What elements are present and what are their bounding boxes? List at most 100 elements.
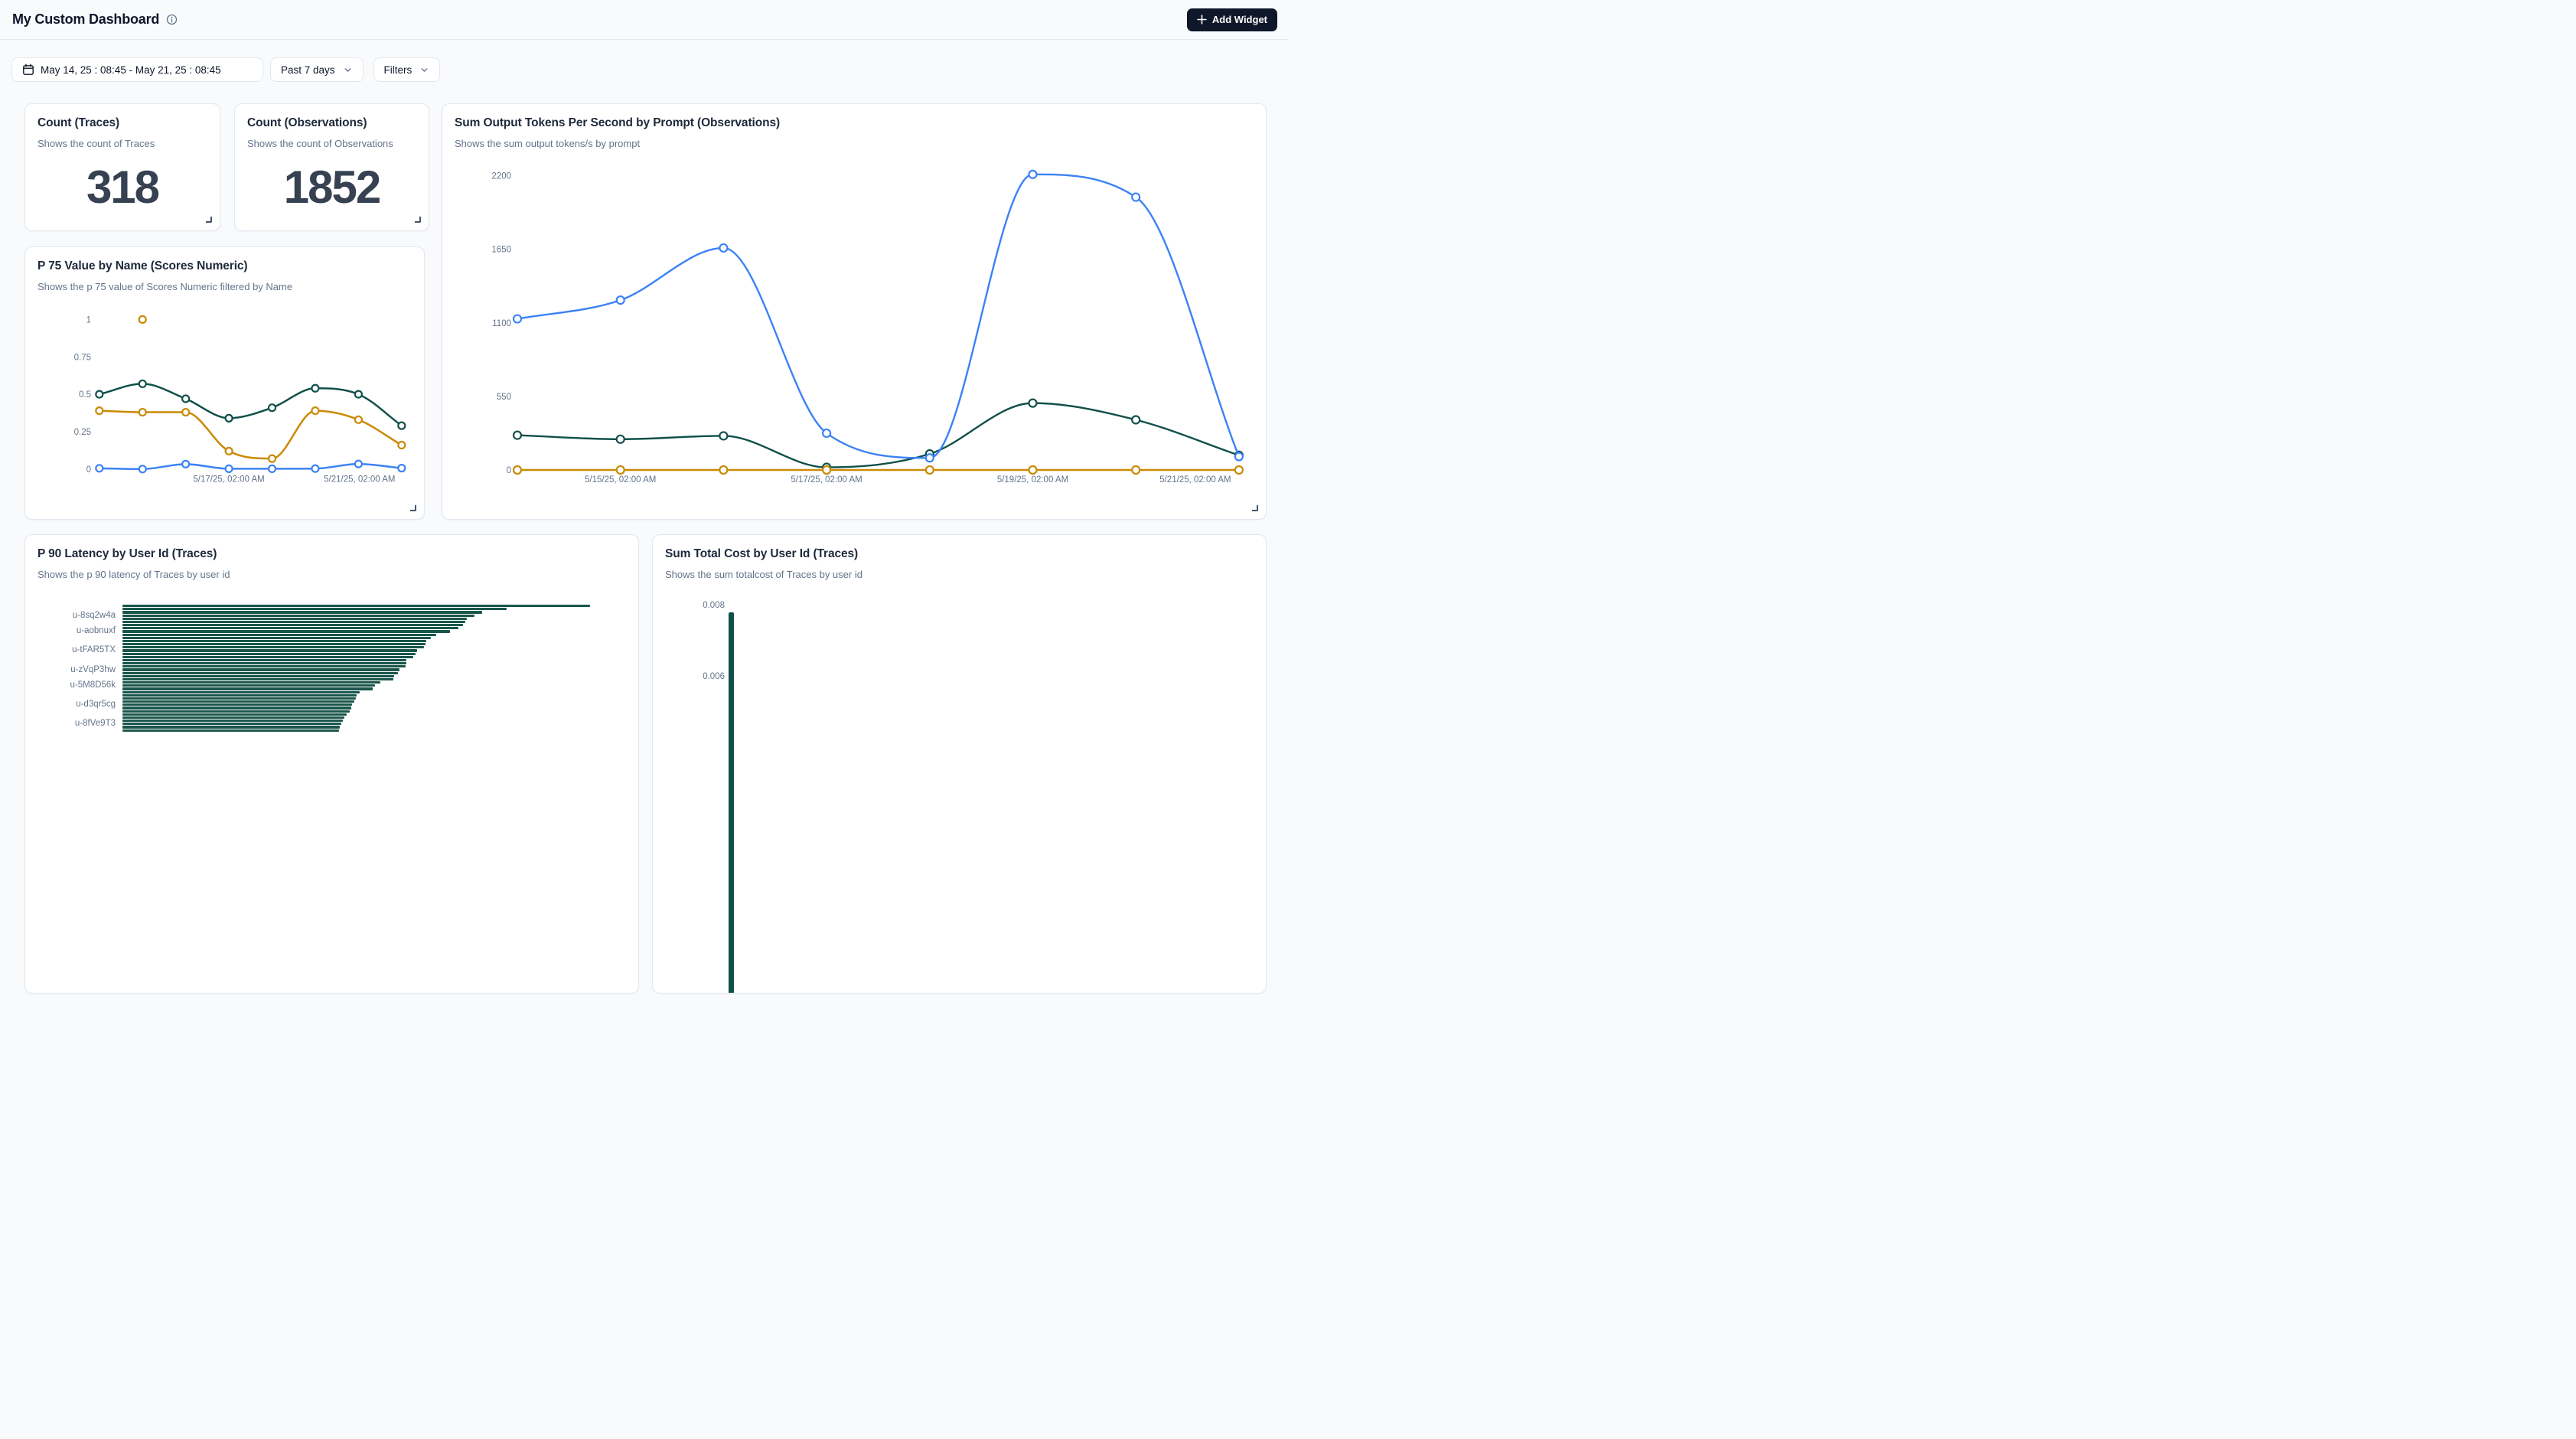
data-point-prompt-blue[interactable] — [924, 453, 934, 463]
add-widget-button[interactable]: Add Widget — [1186, 8, 1277, 31]
data-point-score-gold[interactable] — [397, 440, 406, 450]
data-point-prompt-blue[interactable] — [1234, 452, 1244, 462]
data-point-score-gold[interactable] — [311, 406, 320, 416]
filters-dropdown[interactable]: Filters — [373, 57, 441, 82]
latency-bar[interactable] — [122, 713, 347, 716]
data-point-prompt-gold[interactable] — [822, 465, 832, 475]
resize-handle-icon[interactable] — [410, 505, 416, 511]
data-point-prompt-blue[interactable] — [822, 428, 832, 439]
latency-bar[interactable] — [122, 658, 407, 662]
latency-bar[interactable] — [122, 620, 465, 624]
toolbar: May 14, 25 : 08:45 - May 21, 25 : 08:45 … — [11, 57, 441, 82]
latency-bar[interactable] — [122, 671, 398, 674]
latency-bar[interactable] — [122, 700, 355, 703]
latency-bar[interactable] — [122, 720, 344, 723]
latency-bar[interactable] — [122, 624, 464, 627]
line-series-prompt-teal — [517, 402, 1240, 468]
data-point-score-blue[interactable] — [224, 464, 233, 474]
latency-bar[interactable] — [122, 710, 350, 713]
data-point-prompt-teal[interactable] — [719, 431, 729, 441]
time-preset-dropdown[interactable]: Past 7 days — [270, 57, 364, 82]
data-point-score-blue[interactable] — [397, 464, 406, 473]
data-point-prompt-gold[interactable] — [924, 465, 934, 475]
latency-bar[interactable] — [122, 665, 406, 668]
data-point-prompt-gold[interactable] — [1131, 465, 1141, 475]
add-widget-label: Add Widget — [1211, 14, 1267, 25]
latency-bar[interactable] — [122, 639, 426, 643]
latency-bar[interactable] — [122, 633, 437, 636]
data-point-score-gold[interactable] — [354, 415, 363, 424]
latency-bar[interactable] — [122, 681, 381, 684]
latency-bar[interactable] — [122, 726, 341, 729]
data-point-score-blue[interactable] — [354, 459, 363, 468]
data-point-score-gold[interactable] — [181, 407, 191, 417]
calendar-icon — [22, 64, 34, 76]
data-point-score-teal[interactable] — [267, 403, 277, 413]
latency-bar[interactable] — [122, 608, 507, 611]
latency-bar[interactable] — [122, 611, 482, 614]
latency-bar[interactable] — [122, 655, 414, 658]
latency-bar[interactable] — [122, 630, 450, 633]
data-point-prompt-blue[interactable] — [512, 314, 523, 324]
latency-bar[interactable] — [122, 729, 339, 732]
latency-bar[interactable] — [122, 723, 342, 726]
latency-bar[interactable] — [122, 674, 395, 677]
data-point-prompt-teal[interactable] — [512, 430, 523, 440]
latency-bar[interactable] — [122, 716, 344, 720]
cost-bar[interactable] — [729, 612, 734, 993]
data-point-score-teal[interactable] — [138, 379, 147, 389]
data-point-score-teal[interactable] — [224, 413, 233, 423]
data-point-score-teal[interactable] — [181, 394, 191, 403]
data-point-score-blue[interactable] — [181, 459, 191, 468]
latency-bar[interactable] — [122, 684, 375, 687]
data-point-prompt-blue[interactable] — [615, 295, 625, 305]
data-point-prompt-gold[interactable] — [512, 465, 523, 475]
latency-bar[interactable] — [122, 697, 356, 700]
data-point-score-gold-single[interactable] — [138, 315, 147, 325]
data-point-score-gold[interactable] — [95, 406, 104, 416]
latency-bar[interactable] — [122, 627, 458, 630]
data-point-score-gold[interactable] — [224, 446, 233, 455]
latency-bar[interactable] — [122, 614, 474, 617]
info-icon[interactable] — [166, 14, 178, 25]
latency-bar[interactable] — [122, 687, 373, 690]
data-point-prompt-gold[interactable] — [719, 465, 729, 475]
data-point-prompt-gold[interactable] — [1234, 465, 1244, 475]
latency-bar[interactable] — [122, 693, 357, 697]
data-point-prompt-gold[interactable] — [615, 465, 625, 475]
latency-bar[interactable] — [122, 662, 406, 665]
latency-bar[interactable] — [122, 646, 424, 649]
latency-bar[interactable] — [122, 643, 426, 646]
latency-bar[interactable] — [122, 690, 360, 693]
latency-bar[interactable] — [122, 605, 590, 608]
data-point-prompt-blue[interactable] — [1131, 192, 1141, 202]
data-point-score-teal[interactable] — [95, 390, 104, 399]
resize-handle-icon[interactable] — [1252, 505, 1258, 511]
data-point-score-gold[interactable] — [138, 407, 147, 417]
data-point-score-teal[interactable] — [397, 421, 406, 430]
latency-bar[interactable] — [122, 636, 432, 639]
data-point-prompt-teal[interactable] — [615, 434, 625, 444]
resize-handle-icon[interactable] — [415, 217, 421, 223]
data-point-score-blue[interactable] — [138, 465, 147, 474]
data-point-score-blue[interactable] — [267, 464, 277, 474]
data-point-prompt-blue[interactable] — [719, 243, 729, 253]
data-point-score-blue[interactable] — [311, 464, 320, 473]
data-point-prompt-blue[interactable] — [1028, 169, 1038, 179]
data-point-score-blue[interactable] — [95, 464, 104, 473]
resize-handle-icon[interactable] — [206, 217, 212, 223]
date-range-picker[interactable]: May 14, 25 : 08:45 - May 21, 25 : 08:45 — [11, 57, 263, 82]
latency-bar[interactable] — [122, 706, 351, 710]
latency-bar[interactable] — [122, 649, 418, 652]
latency-bar[interactable] — [122, 703, 352, 706]
latency-bar[interactable] — [122, 652, 416, 655]
latency-bar[interactable] — [122, 677, 394, 681]
data-point-prompt-gold[interactable] — [1028, 465, 1038, 475]
latency-bar[interactable] — [122, 668, 399, 671]
data-point-prompt-teal[interactable] — [1131, 415, 1141, 425]
latency-bar[interactable] — [122, 617, 468, 620]
data-point-score-gold[interactable] — [267, 454, 277, 463]
data-point-score-teal[interactable] — [311, 383, 320, 393]
data-point-prompt-teal[interactable] — [1028, 398, 1038, 408]
data-point-score-teal[interactable] — [354, 390, 363, 399]
